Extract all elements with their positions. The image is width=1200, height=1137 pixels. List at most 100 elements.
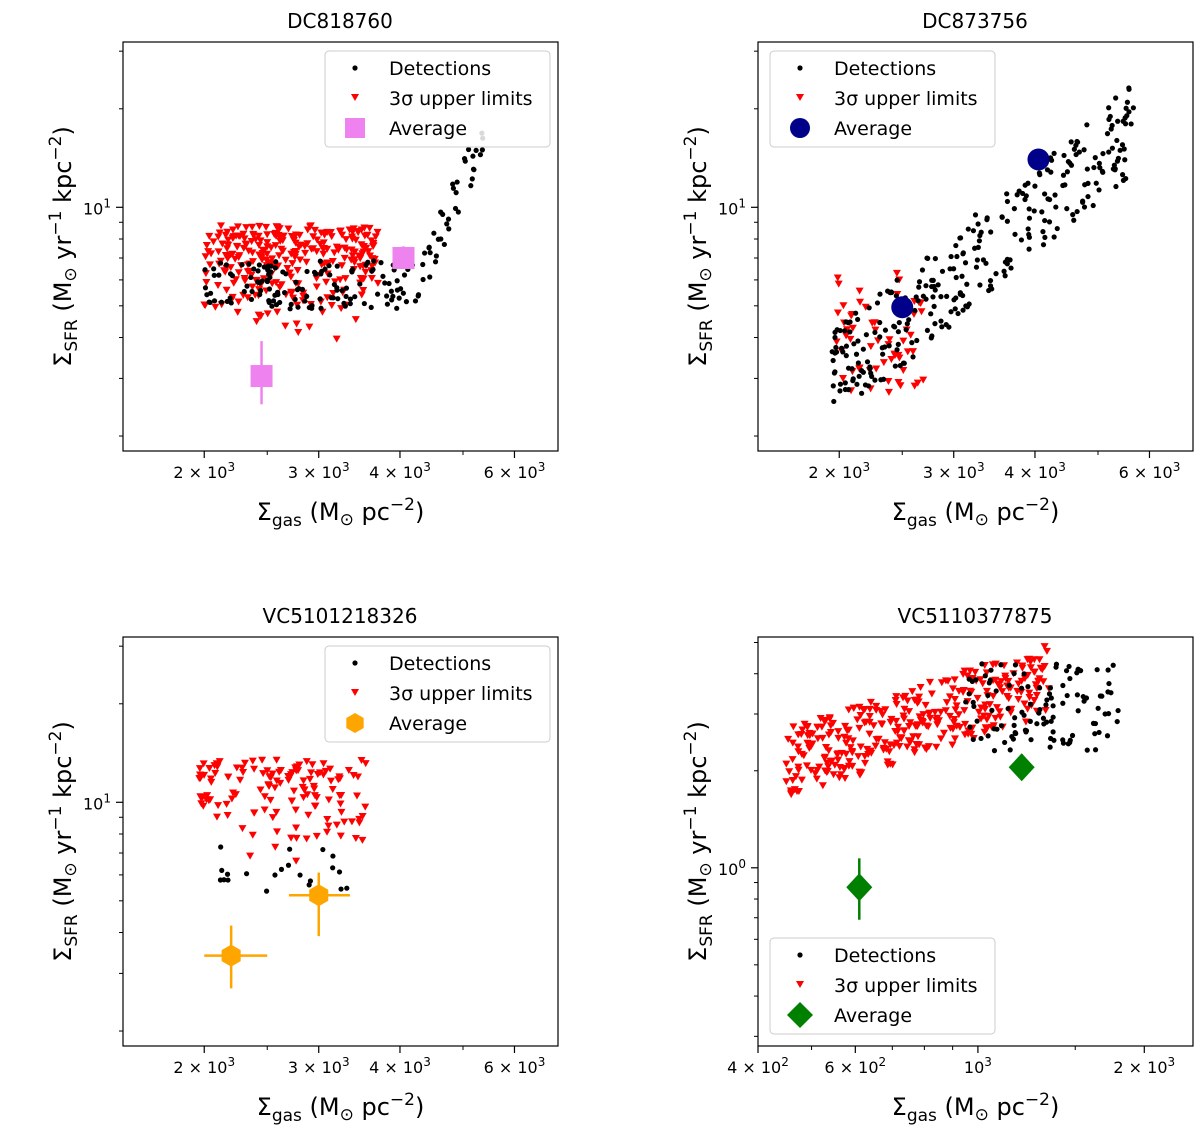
- upper-limit-marker: [866, 698, 875, 706]
- upper-limit-marker: [789, 723, 798, 731]
- legend-upper-limit-marker: [796, 94, 804, 101]
- upper-limit-marker: [278, 247, 287, 255]
- detection-marker: [886, 343, 892, 349]
- detection-marker: [444, 221, 450, 227]
- upper-limit-marker: [221, 251, 230, 259]
- upper-limit-marker: [240, 274, 249, 282]
- detection-marker: [1107, 113, 1113, 120]
- upper-limit-marker: [805, 732, 814, 740]
- upper-limit-marker: [788, 756, 797, 764]
- x-tick-label: 6 × 103: [1119, 460, 1181, 482]
- y-axis-unit: yr: [49, 235, 77, 267]
- x-tick-label: 4 × 102: [727, 1055, 789, 1077]
- detection-marker: [1130, 105, 1136, 111]
- detection-marker: [218, 299, 225, 305]
- upper-limit-marker: [303, 791, 312, 799]
- upper-limit-marker: [960, 731, 969, 739]
- upper-limit-marker: [883, 761, 892, 769]
- upper-limit-marker: [222, 286, 231, 294]
- upper-limit-marker: [861, 759, 870, 767]
- detection-marker: [288, 301, 294, 307]
- detection-marker: [1043, 719, 1050, 725]
- axes-frame: [757, 636, 1194, 1047]
- upper-limit-marker: [839, 375, 848, 383]
- upper-limit-marker: [950, 716, 959, 724]
- upper-limit-marker: [878, 721, 887, 729]
- detection-marker: [851, 341, 857, 347]
- detection-marker: [285, 862, 292, 868]
- detection-marker: [292, 296, 298, 302]
- upper-limit-marker: [834, 734, 843, 742]
- upper-limit-marker: [1025, 694, 1034, 702]
- detection-marker: [461, 156, 468, 162]
- detection-marker: [211, 266, 217, 272]
- detection-marker: [960, 250, 966, 256]
- upper-limit-marker: [326, 765, 335, 773]
- detection-marker: [228, 300, 234, 306]
- upper-limit-marker: [818, 782, 827, 790]
- detection-marker: [452, 205, 459, 212]
- y-axis-unit: (M: [684, 282, 712, 320]
- upper-limit-marker: [967, 688, 976, 696]
- detection-marker: [380, 273, 386, 279]
- axes-frame: [757, 41, 1194, 452]
- detection-marker: [1012, 715, 1018, 721]
- detection-marker: [275, 291, 281, 298]
- upper-limit-marker: [359, 275, 368, 283]
- detection-marker: [935, 282, 941, 288]
- upper-limit-marker: [207, 778, 216, 786]
- detection-marker: [1005, 706, 1011, 712]
- detection-marker: [1064, 169, 1070, 175]
- upper-limit-marker: [847, 312, 856, 320]
- detection-marker: [1042, 217, 1048, 224]
- x-axis-unit: pc: [354, 498, 390, 526]
- upper-limit-marker: [231, 255, 240, 263]
- detection-marker: [446, 226, 452, 232]
- upper-limit-marker: [903, 743, 912, 751]
- detection-marker: [929, 283, 935, 290]
- upper-limit-marker: [247, 238, 256, 246]
- detection-marker: [831, 370, 838, 376]
- detection-marker: [1001, 268, 1007, 274]
- detection-marker: [1100, 150, 1106, 157]
- upper-limit-marker: [845, 758, 854, 766]
- detection-marker: [227, 271, 234, 277]
- detection-marker: [468, 183, 474, 189]
- upper-limit-marker: [812, 775, 821, 783]
- upper-limit-marker: [848, 737, 857, 745]
- upper-limit-marker: [373, 228, 382, 236]
- upper-limit-marker: [323, 828, 332, 836]
- detection-marker: [1023, 729, 1029, 735]
- upper-limit-marker: [300, 243, 309, 251]
- upper-limit-marker: [351, 316, 360, 324]
- upper-limit-marker: [310, 785, 319, 793]
- upper-limit-marker: [855, 365, 864, 373]
- upper-limit-marker: [982, 687, 991, 695]
- upper-limit-marker: [287, 233, 296, 241]
- detection-marker: [1097, 693, 1103, 699]
- detection-marker: [420, 276, 426, 283]
- detection-marker: [849, 366, 855, 372]
- upper-limit-marker: [361, 268, 370, 276]
- upper-limit-marker: [272, 777, 281, 785]
- upper-limit-marker: [927, 690, 936, 698]
- upper-limit-marker: [826, 728, 835, 736]
- detection-marker: [974, 257, 980, 263]
- x-axis-subscript: gas: [272, 511, 302, 531]
- detection-marker: [1109, 145, 1116, 151]
- data-points: [829, 85, 1136, 405]
- upper-limit-marker: [900, 705, 909, 713]
- upper-limit-marker: [263, 231, 272, 239]
- detection-marker: [347, 296, 354, 302]
- upper-limit-marker: [301, 249, 310, 257]
- upper-limit-marker: [365, 224, 374, 232]
- upper-limit-marker: [272, 756, 281, 764]
- average-marker: [891, 296, 914, 319]
- upper-limit-marker: [881, 706, 890, 714]
- detection-marker: [258, 287, 264, 294]
- detection-marker: [1071, 217, 1077, 223]
- upper-limit-marker: [235, 233, 244, 241]
- detection-marker: [970, 699, 976, 705]
- detection-marker: [435, 236, 441, 242]
- detection-marker: [1018, 685, 1025, 691]
